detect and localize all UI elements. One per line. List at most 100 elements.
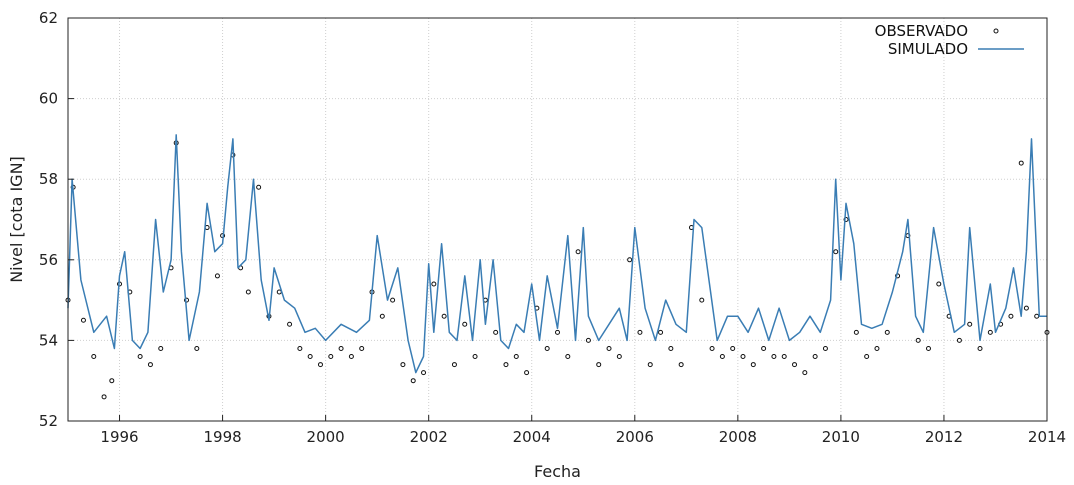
observed-point bbox=[987, 329, 993, 335]
observed-point bbox=[472, 354, 478, 360]
observed-point bbox=[338, 345, 344, 351]
observed-point bbox=[297, 345, 303, 351]
observed-point bbox=[606, 345, 612, 351]
observed-point bbox=[555, 329, 560, 335]
legend-label-observado: OBSERVADO bbox=[875, 22, 968, 40]
x-tick-label: 2006 bbox=[616, 428, 654, 446]
observed-point bbox=[802, 370, 808, 376]
observed-point bbox=[379, 313, 385, 319]
observed-point bbox=[544, 345, 550, 351]
observed-point bbox=[884, 329, 890, 335]
observed-point bbox=[915, 337, 921, 343]
x-tick-label: 2010 bbox=[822, 428, 860, 446]
series-observado bbox=[65, 140, 1050, 400]
legend: OBSERVADO SIMULADO bbox=[875, 22, 1024, 58]
observed-point bbox=[91, 354, 97, 360]
observed-point bbox=[771, 354, 777, 360]
observed-point bbox=[627, 257, 633, 263]
x-tick-label: 2002 bbox=[410, 428, 448, 446]
observed-point bbox=[658, 329, 664, 335]
observed-point bbox=[740, 354, 746, 360]
observed-point bbox=[719, 354, 725, 360]
x-tick-label: 2004 bbox=[513, 428, 551, 446]
x-tick-label: 1996 bbox=[100, 428, 138, 446]
observed-point bbox=[668, 345, 674, 351]
y-tick-label: 62 bbox=[39, 9, 58, 27]
observed-point bbox=[359, 345, 365, 351]
observed-point bbox=[462, 321, 468, 327]
observed-point bbox=[524, 370, 530, 376]
observed-point bbox=[1008, 313, 1014, 319]
x-tick-label: 2008 bbox=[719, 428, 757, 446]
observed-point bbox=[158, 345, 164, 351]
observed-point bbox=[596, 362, 602, 368]
observed-point bbox=[822, 345, 828, 351]
observed-point bbox=[730, 345, 736, 351]
observed-point bbox=[513, 354, 519, 360]
observed-point bbox=[792, 362, 798, 368]
observed-point bbox=[1018, 160, 1024, 166]
y-tick-label: 58 bbox=[39, 170, 58, 188]
observed-point bbox=[936, 281, 942, 287]
y-tick-label: 54 bbox=[39, 331, 58, 349]
x-tick-label: 2012 bbox=[925, 428, 963, 446]
observed-point bbox=[699, 297, 705, 303]
observed-point bbox=[348, 354, 354, 360]
observed-point bbox=[977, 345, 983, 351]
observed-point bbox=[925, 345, 931, 351]
observed-point bbox=[328, 354, 334, 360]
observed-point bbox=[317, 362, 323, 368]
observed-point bbox=[1023, 305, 1029, 311]
observed-point bbox=[287, 321, 293, 327]
y-tick-label: 60 bbox=[39, 90, 58, 108]
observed-point bbox=[1034, 313, 1040, 319]
y-tick-label: 56 bbox=[39, 251, 58, 269]
observed-point bbox=[137, 354, 143, 360]
observed-point bbox=[637, 329, 643, 335]
observed-point bbox=[493, 329, 499, 335]
observed-point bbox=[750, 362, 756, 368]
observed-point bbox=[874, 345, 880, 351]
observed-point bbox=[101, 394, 107, 400]
y-tick-label: 52 bbox=[39, 412, 58, 430]
observed-point bbox=[853, 329, 859, 335]
x-axis: 1996 1998 2000 2002 2004 2006 2008 2010 2012 2014 bbox=[100, 415, 1066, 446]
observed-point bbox=[214, 273, 220, 279]
observed-point bbox=[647, 362, 653, 368]
observed-point bbox=[967, 321, 973, 327]
observed-point bbox=[441, 313, 447, 319]
observed-point bbox=[616, 354, 622, 360]
chart-grid bbox=[68, 17, 1048, 422]
observed-point bbox=[431, 281, 437, 287]
observed-point bbox=[307, 354, 313, 360]
observed-point bbox=[956, 337, 962, 343]
observed-point bbox=[585, 337, 591, 343]
x-axis-title: Fecha bbox=[534, 462, 581, 481]
observed-point bbox=[421, 370, 427, 376]
observed-point bbox=[678, 362, 684, 368]
observed-point bbox=[781, 354, 787, 360]
observed-point bbox=[833, 249, 839, 255]
x-tick-label: 2014 bbox=[1028, 428, 1066, 446]
y-axis: 52 54 56 58 60 62 bbox=[39, 9, 74, 430]
observed-point bbox=[503, 362, 509, 368]
observed-point bbox=[109, 378, 115, 384]
observed-point bbox=[709, 345, 715, 351]
x-tick-label: 2000 bbox=[307, 428, 345, 446]
plot-frame bbox=[67, 17, 1048, 422]
plot-area bbox=[65, 134, 1050, 400]
y-axis-title: Nivel [cota IGN] bbox=[7, 156, 26, 283]
observed-point bbox=[245, 289, 251, 295]
observed-point bbox=[194, 345, 200, 351]
observed-point bbox=[812, 354, 818, 360]
legend-label-simulado: SIMULADO bbox=[888, 40, 968, 58]
observed-point bbox=[390, 297, 396, 303]
simulated-line bbox=[67, 134, 1047, 374]
observed-point bbox=[147, 362, 153, 368]
legend-marker-observado bbox=[993, 28, 999, 34]
observed-point bbox=[451, 362, 457, 368]
x-tick-label: 1998 bbox=[203, 428, 241, 446]
observed-point bbox=[400, 362, 406, 368]
observed-point bbox=[864, 354, 870, 360]
